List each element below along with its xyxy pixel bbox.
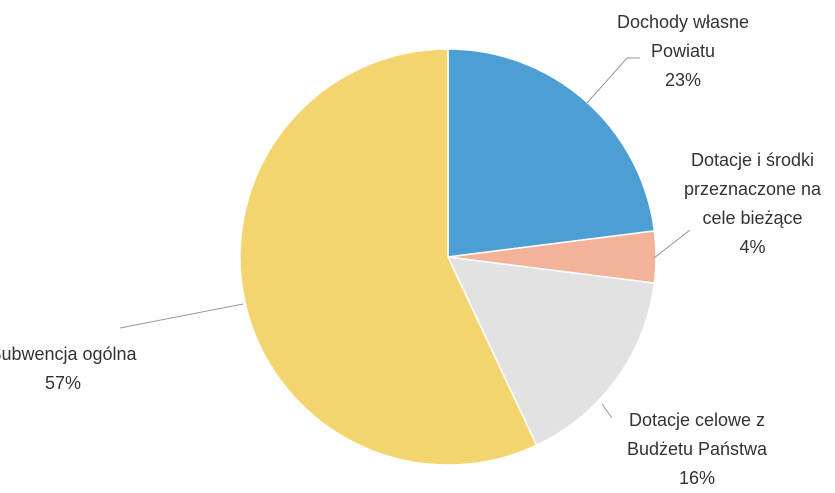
value-label: 57%: [44, 373, 82, 393]
slice-label: Subwencja ogólna 57%: [0, 340, 138, 398]
pie-slice: [239, 48, 538, 466]
category-label: Subwencja ogólna: [0, 344, 137, 364]
value-label: 23%: [664, 70, 702, 90]
slice-label: Dotacje celowe z Budżetu Państwa 16%: [612, 406, 782, 493]
leader-line: [601, 403, 613, 419]
leader-line: [119, 303, 244, 329]
leader-line: [586, 57, 640, 104]
leader-line: [653, 229, 691, 259]
slice-label: Dotacje i środki przeznaczone na cele bi…: [670, 146, 835, 262]
category-label: Dotacje i środki przeznaczone na cele bi…: [683, 150, 822, 228]
value-label: 16%: [678, 468, 716, 488]
category-label: Dotacje celowe z Budżetu Państwa: [626, 410, 768, 459]
pie-slice: [446, 256, 656, 447]
category-label: Dochody własne Powiatu: [616, 12, 750, 61]
value-label: 4%: [739, 237, 766, 257]
slice-label: Dochody własne Powiatu 23%: [598, 8, 768, 95]
pie-slice: [447, 48, 656, 258]
